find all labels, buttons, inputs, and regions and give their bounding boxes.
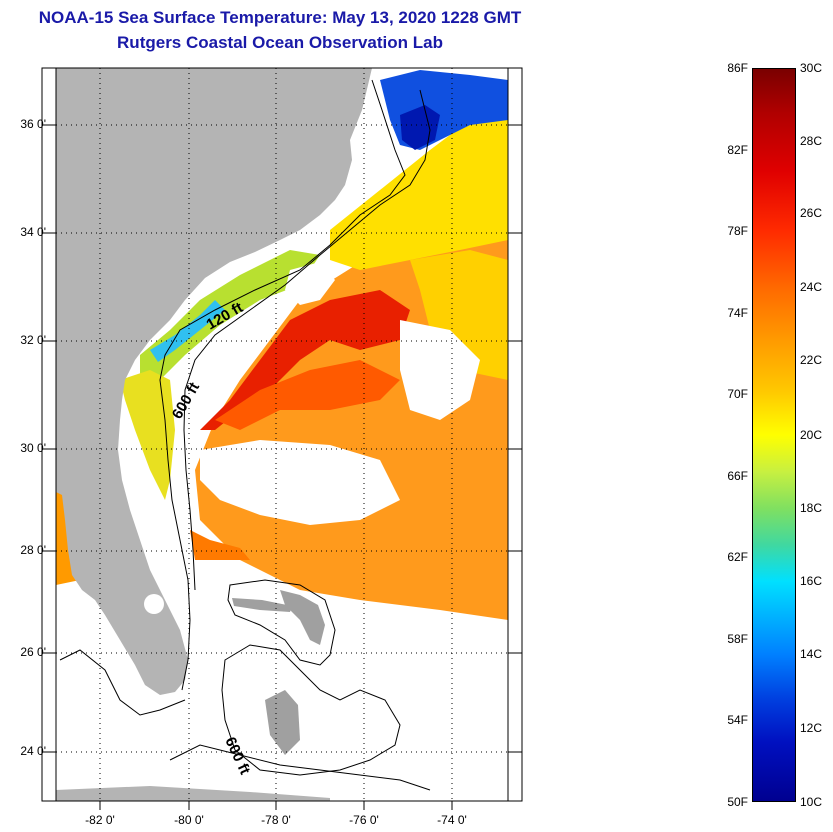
colorbar-f-label: 70F (727, 387, 748, 401)
colorbar-c-label: 18C (800, 501, 823, 515)
map-subtitle: Rutgers Coastal Ocean Observation Lab (117, 33, 443, 52)
map-title: NOAA-15 Sea Surface Temperature: May 13,… (38, 8, 522, 27)
lat-label: 36 0' (20, 117, 46, 131)
yellow-water-east (410, 250, 508, 380)
colorbar-c-label: 10C (800, 795, 823, 809)
colorbar-f-label: 82F (727, 143, 748, 157)
contour-bahamas-south (221, 644, 401, 776)
colorbar-c-label: 14C (800, 647, 823, 661)
lake-okeechobee (144, 594, 164, 614)
lon-label: -82 0' (85, 813, 115, 827)
land-cuba (56, 786, 330, 801)
colorbar-f-label: 54F (727, 713, 748, 727)
colorbar-c-label: 26C (800, 206, 823, 220)
warm-tongue (215, 360, 400, 430)
colorbar-f-label: 78F (727, 224, 748, 238)
contour-600ft (183, 89, 431, 591)
axis-ticks (42, 124, 522, 810)
temperature-colorbar (752, 68, 796, 802)
cloud-gap (400, 320, 480, 420)
map-outer-frame (41, 67, 523, 802)
colorbar-f-label: 58F (727, 632, 748, 646)
lat-label: 28 0' (20, 543, 46, 557)
colorbar-c-label: 24C (800, 280, 823, 294)
contour-florida-keys (59, 649, 186, 716)
colorbar-f-label: 66F (727, 469, 748, 483)
colorbar-c-label: 12C (800, 721, 823, 735)
colorbar-f-label: 50F (727, 795, 748, 809)
lat-label: 26 0' (20, 645, 46, 659)
contour-cuba-north (169, 744, 431, 791)
land-bahamas-andros (265, 690, 300, 755)
lon-label: -74 0' (437, 813, 467, 827)
land-mainland (56, 68, 372, 695)
contour-120ft (159, 79, 406, 691)
florida-east-warm (190, 530, 250, 560)
colorbar-f-label: 62F (727, 550, 748, 564)
yellow-water-north (330, 100, 508, 270)
colorbar-c-label: 16C (800, 574, 823, 588)
colorbar-c-label: 30C (800, 61, 823, 75)
nearshore-yellow (120, 370, 175, 500)
contour-bahamas (227, 579, 336, 666)
cloud-gap (200, 440, 400, 525)
lat-label: 24 0' (20, 744, 46, 758)
colorbar-c-label: 20C (800, 428, 823, 442)
colorbar-f-label: 86F (727, 61, 748, 75)
land-bahamas-grand (232, 598, 292, 612)
lat-label: 34 0' (20, 225, 46, 239)
lon-label: -76 0' (349, 813, 379, 827)
lat-label: 30 0' (20, 441, 46, 455)
colorbar-c-label: 22C (800, 353, 823, 367)
lat-label: 32 0' (20, 333, 46, 347)
colorbar-c-label: 28C (800, 134, 823, 148)
lon-label: -78 0' (261, 813, 291, 827)
land-bahamas-abaco (280, 590, 325, 645)
cold-water-north-dark (400, 105, 440, 150)
shelf-water-green (140, 250, 320, 380)
graticule (56, 68, 508, 801)
cloud-gap (285, 262, 335, 305)
lon-label: -80 0' (174, 813, 204, 827)
colorbar-f-label: 74F (727, 306, 748, 320)
